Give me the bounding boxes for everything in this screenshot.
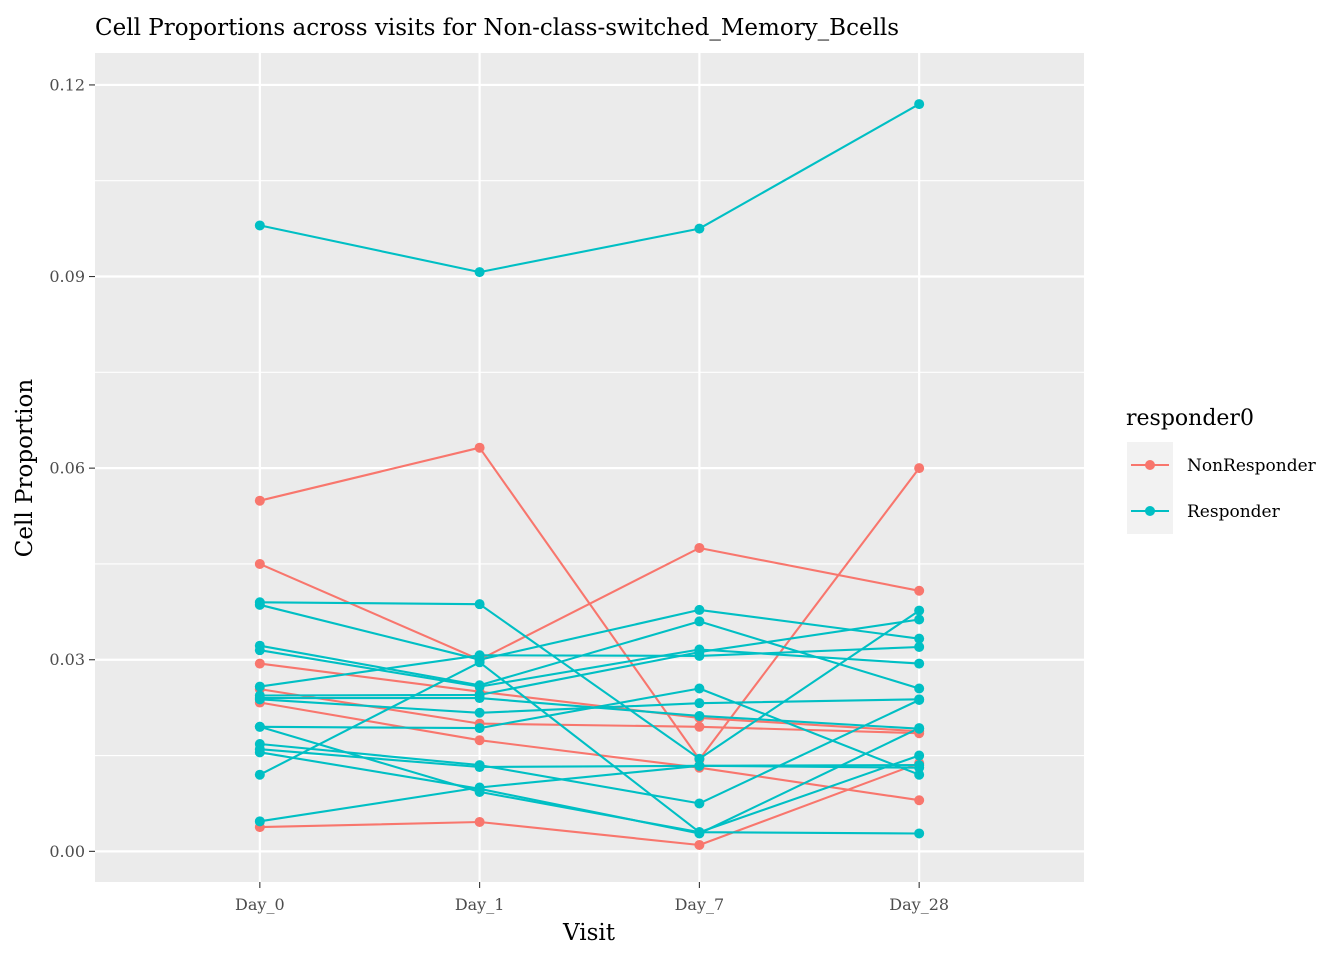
data-point-responder	[694, 710, 705, 721]
series-line-responder	[259, 645, 920, 688]
y-tick-label: 0.00	[49, 842, 85, 861]
series-line-responder	[259, 603, 920, 661]
data-point-nonresponder	[254, 558, 265, 569]
data-point-responder	[914, 828, 925, 839]
legend-key-point	[1145, 460, 1155, 470]
data-point-responder	[694, 753, 705, 764]
data-point-responder	[474, 650, 485, 661]
data-point-responder	[254, 693, 265, 704]
series-line-responder	[259, 764, 920, 823]
data-point-responder	[694, 760, 705, 771]
x-axis-title: Visit	[562, 920, 616, 946]
data-point-nonresponder	[474, 816, 485, 827]
x-axis: Day_0 Day_1 Day_7 Day_28	[235, 882, 949, 914]
legend-label: NonResponder	[1187, 456, 1317, 476]
data-point-responder	[254, 721, 265, 732]
series-line-responder	[259, 748, 920, 769]
data-point-responder	[914, 769, 925, 780]
series-line-responder	[259, 687, 920, 776]
series-points	[254, 99, 925, 850]
series-line-responder	[259, 699, 920, 805]
data-point-nonresponder	[254, 658, 265, 669]
x-tick-label: Day_0	[235, 895, 285, 914]
data-point-responder	[914, 605, 925, 616]
y-tick-label: 0.06	[49, 459, 85, 478]
data-point-nonresponder	[474, 442, 485, 453]
y-axis-title: Cell Proportion	[12, 379, 38, 558]
data-point-responder	[914, 99, 925, 110]
series-line-responder	[259, 661, 920, 834]
data-point-nonresponder	[694, 721, 705, 732]
y-tick-label: 0.09	[49, 267, 85, 286]
data-point-responder	[914, 683, 925, 694]
legend: responder0 NonResponder Responder	[1126, 406, 1317, 534]
data-point-responder	[474, 782, 485, 793]
series-line-nonresponder	[259, 762, 920, 847]
x-tick-label: Day_28	[889, 895, 949, 914]
series-line-responder	[259, 697, 920, 730]
chart-title: Cell Proportions across visits for Non-c…	[95, 15, 899, 41]
series-line-responder	[259, 618, 920, 697]
data-point-responder	[914, 723, 925, 734]
data-point-nonresponder	[474, 735, 485, 746]
series-line-responder	[259, 601, 920, 760]
data-point-responder	[474, 762, 485, 773]
data-point-responder	[914, 658, 925, 669]
legend-label: Responder	[1187, 502, 1281, 522]
data-point-responder	[694, 827, 705, 838]
y-axis: 0.00 0.03 0.06 0.09 0.12	[49, 75, 95, 861]
series-line-responder	[259, 103, 920, 274]
series-line-responder	[259, 620, 920, 690]
data-point-responder	[254, 599, 265, 610]
series-line-nonresponder	[259, 546, 920, 661]
data-point-nonresponder	[694, 542, 705, 553]
data-point-responder	[694, 223, 705, 234]
data-point-responder	[474, 599, 485, 610]
data-point-nonresponder	[914, 795, 925, 806]
series-line-responder	[259, 648, 920, 688]
data-point-responder	[914, 641, 925, 652]
data-point-nonresponder	[914, 463, 925, 474]
data-point-responder	[474, 267, 485, 278]
series-line-nonresponder	[259, 662, 920, 733]
data-point-responder	[694, 698, 705, 709]
data-point-responder	[254, 816, 265, 827]
data-point-responder	[254, 645, 265, 656]
series-line-responder	[259, 725, 920, 835]
data-point-responder	[474, 723, 485, 734]
data-point-nonresponder	[914, 585, 925, 596]
data-point-responder	[694, 683, 705, 694]
data-point-responder	[474, 681, 485, 692]
data-point-responder	[474, 693, 485, 704]
data-point-responder	[254, 681, 265, 692]
data-point-responder	[914, 760, 925, 771]
data-point-responder	[914, 694, 925, 705]
data-point-responder	[694, 604, 705, 615]
series-lines	[259, 103, 921, 847]
data-point-responder	[914, 633, 925, 644]
x-tick-label: Day_7	[675, 895, 725, 914]
data-point-responder	[694, 616, 705, 627]
series-line-nonresponder	[259, 701, 920, 802]
y-tick-label: 0.03	[49, 650, 85, 669]
data-point-nonresponder	[254, 495, 265, 506]
y-tick-label: 0.12	[49, 75, 85, 94]
data-point-responder	[474, 707, 485, 718]
data-point-responder	[254, 220, 265, 231]
data-point-responder	[914, 614, 925, 625]
data-point-responder	[694, 647, 705, 658]
legend-title: responder0	[1126, 406, 1254, 431]
data-point-responder	[254, 747, 265, 758]
data-point-nonresponder	[694, 839, 705, 850]
x-tick-label: Day_1	[455, 895, 505, 914]
data-point-responder	[914, 750, 925, 761]
data-point-responder	[694, 798, 705, 809]
data-point-responder	[254, 769, 265, 780]
data-point-responder	[474, 657, 485, 668]
legend-key-point	[1145, 506, 1155, 516]
